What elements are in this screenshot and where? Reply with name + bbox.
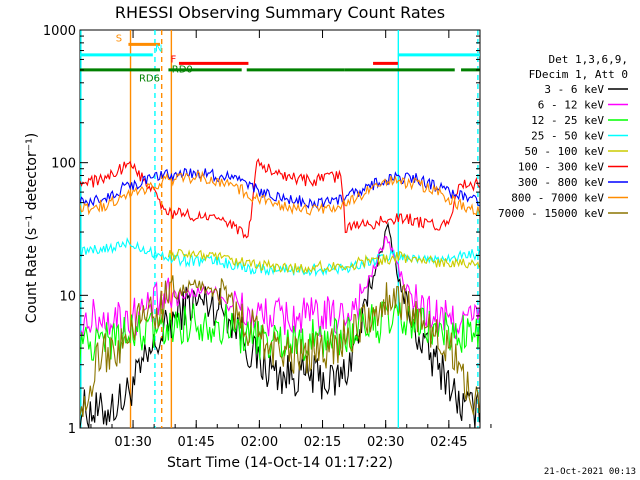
legend-label: 50 - 100 keV [525, 145, 605, 158]
flag-annotation: RD0 [172, 64, 193, 75]
flag-annotation: N [155, 43, 162, 54]
x-tick-label: 02:45 [430, 435, 467, 450]
flag-annotation: S [116, 33, 122, 44]
y-tick-label: 100 [51, 157, 76, 172]
legend-label: 7000 - 15000 keV [498, 207, 604, 220]
legend: Det 1,3,6,9, FDecim 1, Att 0 3 - 6 keV 6 - … [498, 53, 628, 220]
legend-label: 300 - 800 keV [518, 176, 604, 189]
x-tick-label: 01:45 [177, 435, 214, 450]
x-tick-label: 02:30 [367, 435, 404, 450]
series-line [80, 170, 480, 216]
legend-label: 3 - 6 keV [544, 83, 604, 96]
series-line [80, 235, 480, 340]
x-axis: 01:30 01:45 02:00 02:15 02:30 02:45 [90, 30, 492, 450]
series-group [80, 157, 480, 428]
x-tick-label: 01:30 [114, 435, 151, 450]
legend-label: 25 - 50 keV [531, 130, 604, 143]
legend-label: 100 - 300 keV [518, 161, 604, 174]
legend-label: 800 - 7000 keV [511, 192, 604, 205]
y-axis: 1 10 100 1000 [43, 24, 480, 437]
chart-title: RHESSI Observing Summary Count Rates [115, 3, 445, 22]
flag-annotation: RD6 [139, 73, 160, 84]
y-tick-label: 1000 [43, 24, 76, 39]
legend-header: FDecim 1, Att 0 [529, 68, 628, 81]
footer-date: 21-Oct-2021 00:13 [544, 467, 636, 477]
x-tick-label: 02:15 [304, 435, 341, 450]
legend-label: 6 - 12 keV [538, 99, 605, 112]
legend-label: 12 - 25 keV [531, 114, 604, 127]
series-line [80, 275, 480, 418]
y-tick-label: 1 [68, 422, 76, 437]
x-axis-label: Start Time (14-Oct-14 01:17:22) [167, 455, 393, 471]
series-line [167, 248, 480, 275]
y-axis-label: Count Rate (s⁻¹ detector⁻¹) [24, 133, 40, 323]
flag-annotation: F [171, 54, 177, 65]
y-tick-label: 10 [59, 289, 76, 304]
legend-header: Det 1,3,6,9, [549, 53, 628, 66]
series-line [80, 157, 480, 239]
series-line [80, 167, 480, 210]
x-tick-label: 02:00 [241, 435, 278, 450]
